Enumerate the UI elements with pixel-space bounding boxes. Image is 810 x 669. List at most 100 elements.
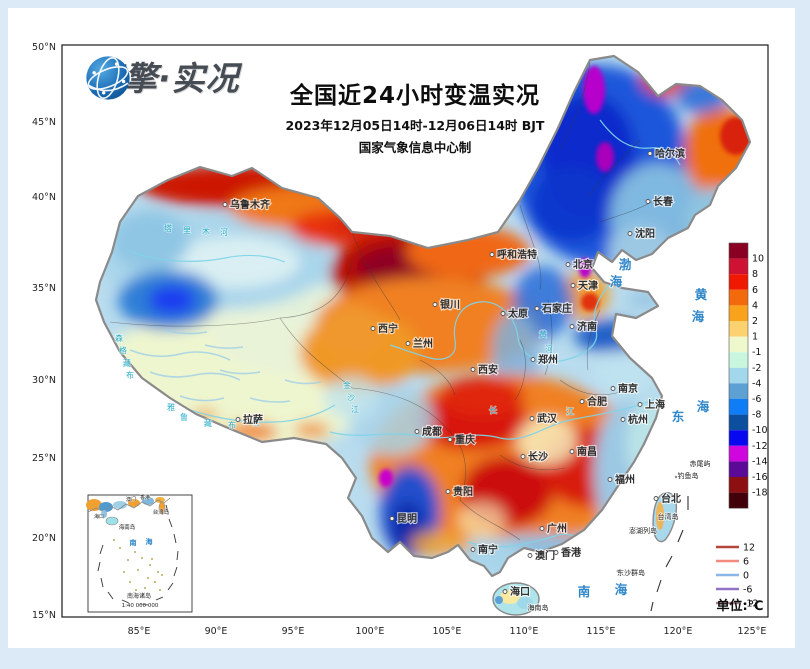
city-label: 南宁	[478, 543, 498, 556]
inset-islands	[113, 539, 163, 591]
sea-label: 海	[615, 582, 628, 597]
city-label: 太原	[507, 307, 528, 320]
city-dot	[370, 326, 376, 331]
city-label: 合肥	[586, 395, 607, 408]
sea-label: 渤	[619, 257, 632, 272]
colorbar-label: 2	[752, 316, 758, 327]
globe-logo-icon	[86, 56, 130, 100]
lat-tick-label: 25°N	[32, 453, 56, 464]
taiwan-island	[652, 491, 678, 543]
city-label: 兰州	[413, 337, 433, 350]
colorbar-block	[729, 383, 748, 399]
city-dot	[653, 496, 659, 501]
inset-label: 海南岛	[119, 523, 136, 531]
legend-line-label: 0	[743, 571, 749, 582]
city-dot	[620, 417, 626, 422]
lat-tick-label: 15°N	[32, 610, 56, 621]
colorbar-block	[729, 477, 748, 493]
sea-label: 东	[672, 409, 685, 424]
unit-label: 单位:℃	[717, 598, 764, 614]
colorbar-block	[729, 399, 748, 415]
inset-sea-label: 南	[130, 538, 137, 547]
city-label: 澳门	[535, 549, 555, 562]
city-label: 福州	[614, 473, 635, 486]
lon-tick-label: 100°E	[356, 626, 385, 637]
colorbar-label: 6	[752, 285, 758, 296]
city-label: 台北	[661, 492, 681, 505]
colorbar-block	[729, 414, 748, 431]
legend-line-label: -6	[743, 585, 752, 596]
islet-dots	[616, 462, 697, 573]
colorbar-block	[729, 430, 748, 446]
river-label: 河	[220, 227, 228, 237]
island-label: 澎湖列岛	[629, 526, 657, 535]
inset-label: 海口	[94, 513, 104, 520]
city-label: 杭州	[628, 413, 648, 426]
city-label: 香港	[561, 546, 582, 559]
river-label: 里	[183, 226, 191, 235]
river-labels: 塔里木河黄河长 江金沙江森格藏布雅鲁藏布江	[114, 222, 574, 430]
inset-label: 1:40 000 000	[122, 603, 159, 609]
colorbar-label: 4	[752, 300, 758, 311]
city-dot	[445, 489, 451, 494]
river-label: 塔	[164, 223, 172, 233]
lon-tick-label: 105°E	[433, 626, 462, 637]
city-dot	[637, 402, 643, 407]
city-label: 南京	[618, 382, 638, 395]
city-label: 南昌	[577, 445, 597, 458]
colorbar-block	[729, 289, 748, 306]
lat-tick-label: 50°N	[32, 42, 56, 53]
river-label: 江	[351, 405, 359, 414]
colorbar-frame	[728, 242, 749, 509]
title-block: 全国近24小时变温实况 2023年12月05日14时-12月06日14时 BJT…	[230, 76, 600, 156]
colorbar-label: -12	[752, 441, 768, 452]
map-time-range: 2023年12月05日14时-12月06日14时 BJT	[285, 118, 545, 133]
lon-tick-label: 110°E	[510, 626, 539, 637]
city-dot	[389, 516, 395, 521]
colorbar-label: -14	[752, 456, 768, 467]
city-label: 贵阳	[453, 485, 473, 498]
colorbar-block	[729, 274, 748, 290]
colorbar-block	[729, 258, 748, 275]
island-label: 海南岛	[528, 603, 549, 612]
colorbar-block	[729, 445, 748, 462]
city-dot	[610, 386, 616, 391]
china-border	[94, 54, 752, 578]
city-dot	[520, 454, 526, 459]
river-label: 鲁	[180, 412, 188, 422]
colorbar-block	[729, 243, 748, 259]
contour-line-legend: 12 6 0 -6 -12	[716, 543, 759, 610]
lon-tick-label: 120°E	[664, 626, 693, 637]
city-label: 成都	[422, 425, 442, 438]
city-label: 郑州	[538, 353, 558, 366]
river-label: 藏	[123, 358, 131, 368]
colorbar: 10 8 6 4 2 1 -1 -2 -4 -6 -8 -10 -12 -14 -16 -18	[728, 242, 768, 509]
lon-tick-label: 125°E	[738, 626, 767, 637]
city-label: 北京	[573, 258, 593, 271]
city-label: 银川	[440, 298, 460, 311]
city-label: 长春	[653, 195, 673, 208]
colorbar-block	[729, 352, 748, 368]
city-dot	[569, 324, 575, 329]
city-label: 石家庄	[541, 302, 572, 315]
city-label: 海口	[510, 585, 530, 598]
sea-label: 黄	[695, 287, 708, 302]
city-dot	[570, 283, 576, 288]
colorbar-block	[729, 367, 748, 384]
city-dot	[527, 553, 533, 558]
river-label: 木	[202, 226, 210, 236]
city-dot	[645, 199, 651, 204]
inset-nine-dash	[97, 504, 179, 606]
city-dot	[565, 262, 571, 267]
city-dot	[529, 416, 535, 421]
city-dot	[414, 429, 420, 434]
island-label: 台湾岛	[658, 512, 679, 521]
lon-tick-label: 115°E	[587, 626, 616, 637]
river-label: 河	[545, 344, 553, 354]
map-source: 国家气象信息中心制	[358, 140, 472, 155]
river-label: 雅	[167, 402, 175, 412]
city-label: 哈尔滨	[655, 147, 685, 160]
lon-tick-label: 85°E	[128, 626, 151, 637]
city-dot	[569, 449, 575, 454]
legend-line-label: 12	[743, 543, 755, 554]
